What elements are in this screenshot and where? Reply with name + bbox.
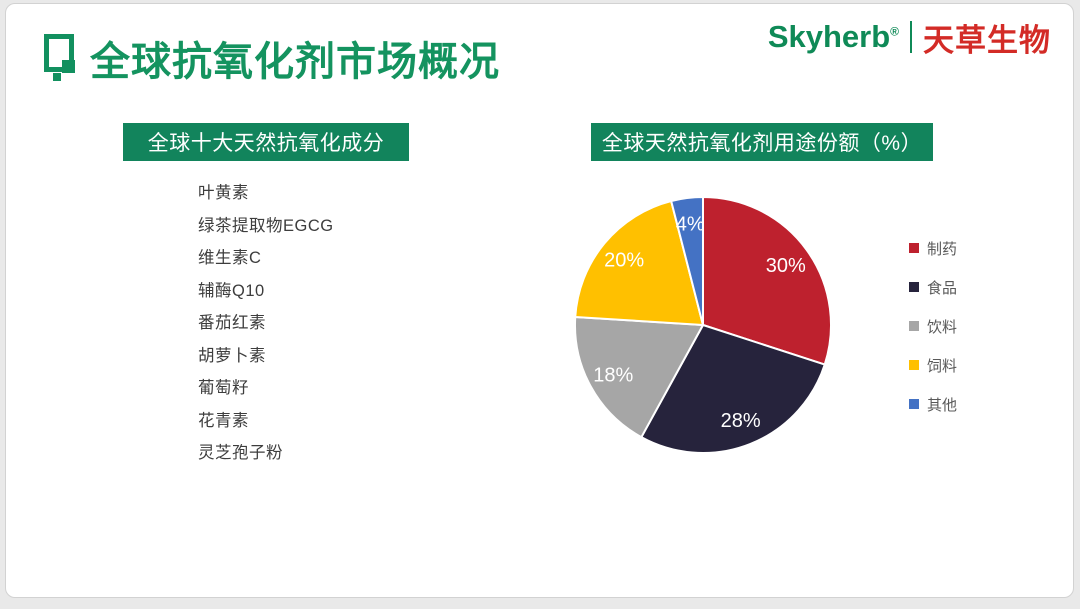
list-item: 叶黄素	[198, 184, 249, 203]
pie-slice-其他	[670, 196, 704, 326]
list-item: 维生素C	[198, 249, 262, 268]
pie-slice-食品	[640, 324, 826, 454]
legend-swatch-icon	[909, 399, 919, 409]
legend-item: 食品	[909, 276, 957, 298]
list-item: 辅酶Q10	[198, 281, 265, 300]
pie-slice-饲料	[574, 200, 704, 326]
legend-label: 制药	[927, 240, 958, 258]
pie-slice-制药	[702, 196, 832, 366]
legend-label: 饮料	[927, 318, 958, 336]
legend-item: 饲料	[909, 354, 957, 376]
list-item: 绿茶提取物EGCG	[198, 216, 334, 235]
list-item: 胡萝卜素	[198, 346, 266, 365]
pie-slice-饮料	[574, 315, 704, 439]
ingredient-list: 叶黄素 绿茶提取物EGCG 维生素C 辅酶Q10 番茄红素 胡萝卜素 葡萄籽 花…	[198, 175, 334, 468]
legend-label: 饲料	[927, 357, 958, 375]
list-item: 花青素	[198, 411, 249, 430]
chart-legend: 制药 食品 饮料 饲料 其他	[909, 237, 957, 432]
pie-data-label: 30%	[766, 255, 806, 277]
company-logo: Skyherb® 天草生物	[767, 19, 1051, 58]
legend-label: 食品	[927, 279, 958, 297]
legend-item: 制药	[909, 237, 957, 259]
legend-swatch-icon	[909, 282, 919, 292]
pie-data-label: 28%	[721, 410, 761, 432]
pie-data-label: 18%	[593, 364, 633, 386]
legend-swatch-icon	[909, 321, 919, 331]
page-title: 全球抗氧化剂市场概况	[90, 40, 500, 84]
left-section-header: 全球十大天然抗氧化成分	[123, 123, 409, 161]
legend-item: 其他	[909, 393, 957, 415]
title-square-icon	[44, 34, 75, 81]
legend-swatch-icon	[909, 360, 919, 370]
logo-brand-en: Skyherb®	[767, 19, 899, 54]
pie-chart-svg: 30% 28% 18% 20% 4%	[574, 196, 832, 454]
logo-divider	[910, 21, 912, 53]
list-item: 番茄红素	[198, 314, 266, 333]
slide: 全球抗氧化剂市场概况 Skyherb® 天草生物 全球十大天然抗氧化成分 叶黄素…	[5, 3, 1074, 598]
title-square-corner-icon	[62, 60, 75, 73]
registered-mark-icon: ®	[890, 24, 899, 39]
pie-data-label: 4%	[676, 213, 705, 235]
right-section-header: 全球天然抗氧化剂用途份额（%）	[591, 123, 933, 161]
pie-chart: 30% 28% 18% 20% 4%	[541, 167, 871, 489]
list-item: 葡萄籽	[198, 379, 249, 398]
legend-item: 饮料	[909, 315, 957, 337]
title-square-dot-icon	[53, 73, 61, 81]
legend-label: 其他	[927, 396, 958, 414]
list-item: 灵芝孢子粉	[198, 444, 283, 463]
legend-swatch-icon	[909, 243, 919, 253]
logo-brand-cn: 天草生物	[923, 22, 1051, 58]
pie-data-label: 20%	[604, 250, 644, 272]
